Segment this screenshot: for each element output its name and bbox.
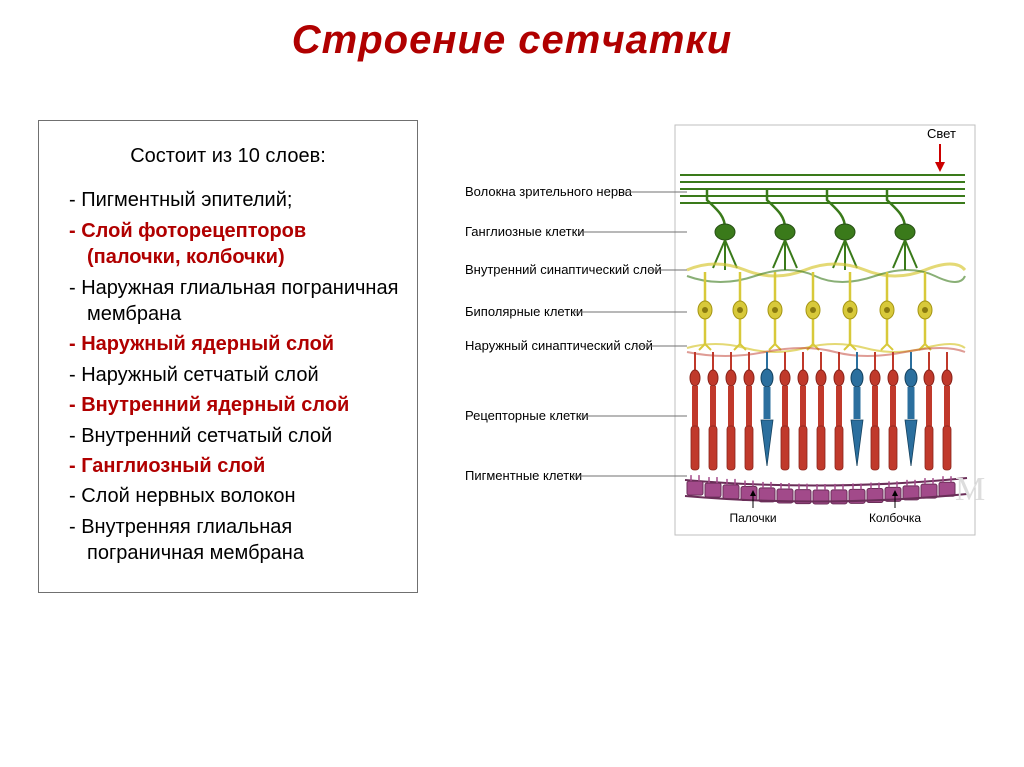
ganglion-cell bbox=[895, 224, 915, 240]
rod-inner bbox=[728, 386, 734, 426]
pigment-cell bbox=[705, 483, 721, 497]
cone-inner bbox=[764, 387, 771, 419]
bipolar-nucleus bbox=[702, 307, 708, 313]
outer-synaptic-band2 bbox=[687, 348, 965, 356]
ganglion-cell bbox=[715, 224, 735, 240]
diagram-label-left: Биполярные клетки bbox=[465, 304, 583, 319]
ganglion-cell bbox=[835, 224, 855, 240]
slide: Строение сетчатки Состоит из 10 слоев: -… bbox=[0, 0, 1024, 767]
cone-soma bbox=[851, 369, 863, 387]
diagram-border bbox=[675, 125, 975, 535]
rod-outer bbox=[871, 426, 879, 470]
rod-soma bbox=[708, 370, 718, 386]
rod-inner bbox=[692, 386, 698, 426]
rod-soma bbox=[888, 370, 898, 386]
layer-item: - Внутренний сетчатый слой bbox=[53, 423, 403, 449]
rod-outer bbox=[709, 426, 717, 470]
layer-item: - Ганглиозный слой bbox=[53, 453, 403, 479]
bipolar-nucleus bbox=[810, 307, 816, 313]
rod-inner bbox=[944, 386, 950, 426]
cone-inner bbox=[908, 387, 915, 419]
layer-item: - Слой фоторецепторов (палочки, колбочки… bbox=[53, 218, 403, 271]
label-light: Свет bbox=[927, 126, 956, 141]
ganglion-cell bbox=[775, 224, 795, 240]
rod-inner bbox=[818, 386, 824, 426]
rod-outer bbox=[799, 426, 807, 470]
rod-outer bbox=[745, 426, 753, 470]
bipolar-nucleus bbox=[922, 307, 928, 313]
rod-inner bbox=[836, 386, 842, 426]
rod-outer bbox=[943, 426, 951, 470]
pigment-cell bbox=[939, 482, 955, 496]
rod-soma bbox=[834, 370, 844, 386]
rod-soma bbox=[798, 370, 808, 386]
rod-soma bbox=[744, 370, 754, 386]
rod-inner bbox=[782, 386, 788, 426]
diagram-label-left: Пигментные клетки bbox=[465, 468, 582, 483]
diagram-label-bottom: Палочки bbox=[729, 511, 776, 525]
ganglion-dendrite bbox=[893, 240, 917, 270]
rod-soma bbox=[870, 370, 880, 386]
inner-synaptic-band bbox=[687, 264, 965, 276]
rod-outer bbox=[727, 426, 735, 470]
cone-soma bbox=[761, 369, 773, 387]
retina-diagram: Свет Волокна зрительного нерва Ганглиозные… bbox=[455, 120, 995, 550]
watermark: M bbox=[955, 471, 985, 508]
rod-inner bbox=[926, 386, 932, 426]
light-arrow-head bbox=[935, 162, 945, 172]
inner-synaptic-band2 bbox=[687, 270, 965, 282]
rod-inner bbox=[890, 386, 896, 426]
rod-soma bbox=[942, 370, 952, 386]
rod-outer bbox=[691, 426, 699, 470]
layer-item: - Наружный ядерный слой bbox=[53, 331, 403, 357]
rod-inner bbox=[800, 386, 806, 426]
cone-soma bbox=[905, 369, 917, 387]
rod-soma bbox=[924, 370, 934, 386]
layer-item: - Пигментный эпителий; bbox=[53, 187, 403, 213]
rod-outer bbox=[925, 426, 933, 470]
rod-outer bbox=[835, 426, 843, 470]
rod-soma bbox=[816, 370, 826, 386]
rod-soma bbox=[726, 370, 736, 386]
diagram-svg: Свет Волокна зрительного нерва Ганглиозные… bbox=[455, 120, 995, 550]
diagram-label-left: Внутренний синаптический слой bbox=[465, 262, 662, 277]
diagram-label-left: Волокна зрительного нерва bbox=[465, 184, 633, 199]
intro-text: Состоит из 10 слоев: bbox=[53, 143, 403, 169]
diagram-label-left: Наружный синаптический слой bbox=[465, 338, 653, 353]
layer-item: - Слой нервных волокон bbox=[53, 483, 403, 509]
bipolar-nucleus bbox=[772, 307, 778, 313]
rod-inner bbox=[710, 386, 716, 426]
pigment-cell bbox=[687, 481, 703, 495]
layer-item: - Наружная глиальная пограничная мембран… bbox=[53, 275, 403, 328]
rod-inner bbox=[872, 386, 878, 426]
rod-outer bbox=[781, 426, 789, 470]
layer-item: - Внутренний ядерный слой bbox=[53, 392, 403, 418]
layers-panel: Состоит из 10 слоев: - Пигментный эпител… bbox=[38, 120, 418, 593]
cone-outer bbox=[905, 420, 917, 466]
diagram-label-left: Ганглиозные клетки bbox=[465, 224, 585, 239]
bipolar-nucleus bbox=[737, 307, 743, 313]
rod-soma bbox=[690, 370, 700, 386]
cone-outer bbox=[761, 420, 773, 466]
cone-outer bbox=[851, 420, 863, 466]
cone-inner bbox=[854, 387, 861, 419]
diagram-label-bottom: Колбочка bbox=[869, 511, 921, 525]
diagram-label-left: Рецепторные клетки bbox=[465, 408, 589, 423]
layer-item: - Внутренняя глиальная пограничная мембр… bbox=[53, 514, 403, 567]
ganglion-dendrite bbox=[773, 240, 797, 270]
layers-list: - Пигментный эпителий; - Слой фоторецепто… bbox=[53, 187, 403, 566]
layer-item: - Наружный сетчатый слой bbox=[53, 362, 403, 388]
bipolar-nucleus bbox=[884, 307, 890, 313]
bipolar-foot bbox=[881, 344, 893, 350]
rod-inner bbox=[746, 386, 752, 426]
rod-soma bbox=[780, 370, 790, 386]
rod-outer bbox=[889, 426, 897, 470]
slide-title: Строение сетчатки bbox=[0, 0, 1024, 63]
pigment-cell bbox=[723, 485, 739, 499]
bipolar-nucleus bbox=[847, 307, 853, 313]
rod-outer bbox=[817, 426, 825, 470]
